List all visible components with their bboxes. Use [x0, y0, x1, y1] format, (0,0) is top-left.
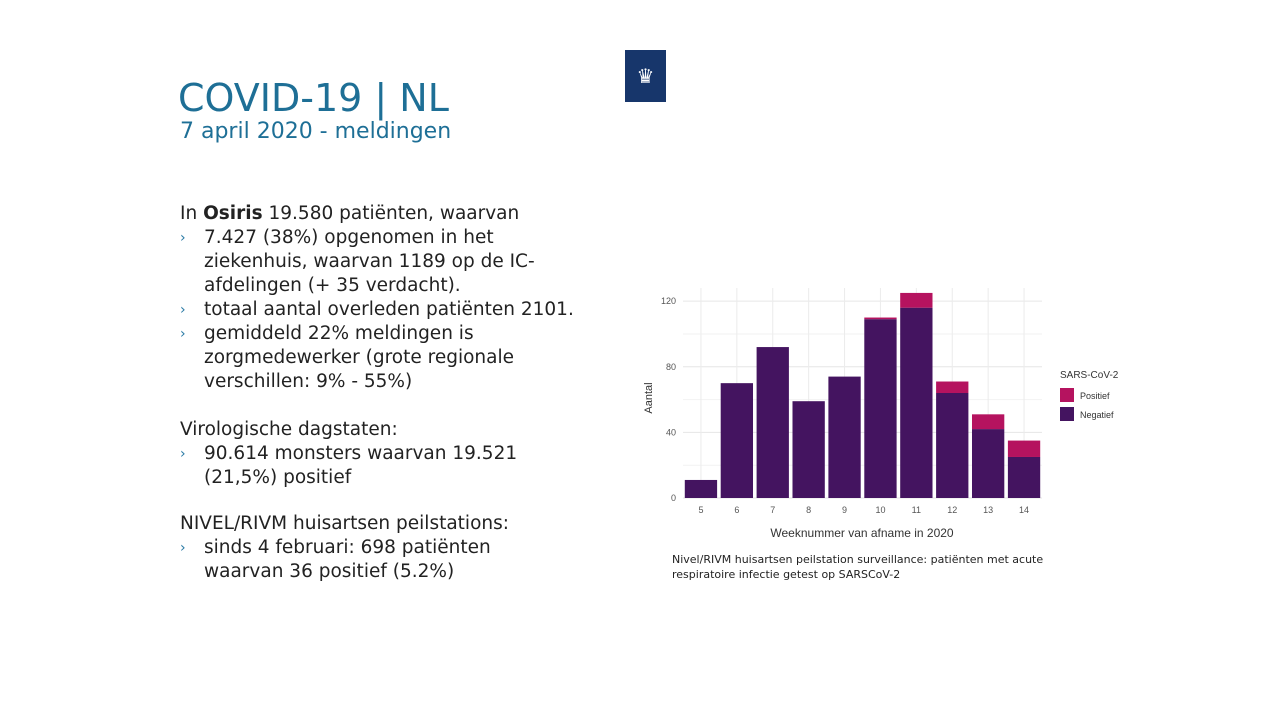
chart-caption: Nivel/RIVM huisartsen peilstation survei…	[672, 553, 1044, 581]
bar-negatief-week-12	[936, 393, 969, 498]
viro-heading: Virologische dagstaten:	[180, 419, 398, 440]
bar-positief-week-12	[936, 381, 969, 393]
x-tick-label: 10	[875, 505, 885, 515]
nivel-heading: NIVEL/RIVM huisartsen peilstations:	[180, 513, 509, 534]
x-tick-label: 11	[912, 505, 921, 515]
bar-negatief-week-9	[828, 376, 861, 498]
bar-positief-week-10	[864, 317, 897, 320]
bar-chart: 0 40 80 120 5 6 7 8 9 10 11 12 13 14 Aantal Weeknumme…	[643, 288, 1119, 540]
bar-negatief-week-11	[900, 307, 933, 498]
list-item: › gemiddeld 22% meldingen is zorgmedewerk…	[180, 323, 514, 392]
x-tick-label: 8	[806, 505, 811, 515]
x-tick-label: 9	[842, 505, 847, 515]
bar-negatief-week-8	[792, 401, 825, 498]
bar-negatief-week-13	[971, 429, 1005, 498]
list-item: › 7.427 (38%) opgenomen in het ziekenhuis…	[180, 227, 535, 296]
bar-negatief-week-6	[720, 383, 754, 498]
list-item: › 90.614 monsters waarvan 19.521 (21,5%) …	[180, 443, 518, 488]
x-tick-label: 7	[770, 505, 775, 515]
bar-positief-week-13	[971, 414, 1005, 430]
bar-negatief-week-7	[756, 347, 789, 498]
list-item: › totaal aantal overleden patiënten 2101.	[180, 299, 574, 320]
y-tick-label: 80	[666, 362, 676, 372]
legend-label-negatief: Negatief	[1080, 410, 1114, 420]
bar-negatief-week-14	[1007, 456, 1041, 498]
osiris-intro: In Osiris 19.580 patiënten, waarvan	[180, 203, 520, 224]
x-tick-label: 13	[983, 505, 993, 515]
x-tick-label: 5	[698, 505, 703, 515]
bar-negatief-week-5	[684, 479, 718, 498]
rijksoverheid-logo-icon: ♛	[625, 50, 666, 102]
legend-swatch-positief	[1060, 388, 1074, 402]
y-tick-label: 120	[661, 296, 676, 306]
x-tick-label: 12	[947, 505, 957, 515]
y-tick-label: 40	[666, 427, 676, 437]
bar-negatief-week-10	[864, 319, 897, 498]
y-tick-label: 0	[671, 493, 676, 503]
legend-label-positief: Positief	[1080, 391, 1110, 401]
bar-positief-week-14	[1007, 440, 1041, 457]
legend-swatch-negatief	[1060, 407, 1074, 421]
x-tick-label: 14	[1019, 505, 1029, 515]
y-axis-label: Aantal	[643, 382, 655, 413]
legend-title: SARS-CoV-2	[1060, 370, 1119, 381]
list-item: › sinds 4 februari: 698 patiënten waarvan…	[180, 537, 491, 582]
slide-title: COVID-19 | NL	[178, 76, 449, 120]
slide-subtitle: 7 april 2020 - meldingen	[180, 119, 452, 144]
x-axis-label: Weeknummer van afname in 2020	[770, 526, 954, 540]
bar-positief-week-11	[900, 292, 933, 308]
x-tick-label: 6	[734, 505, 739, 515]
